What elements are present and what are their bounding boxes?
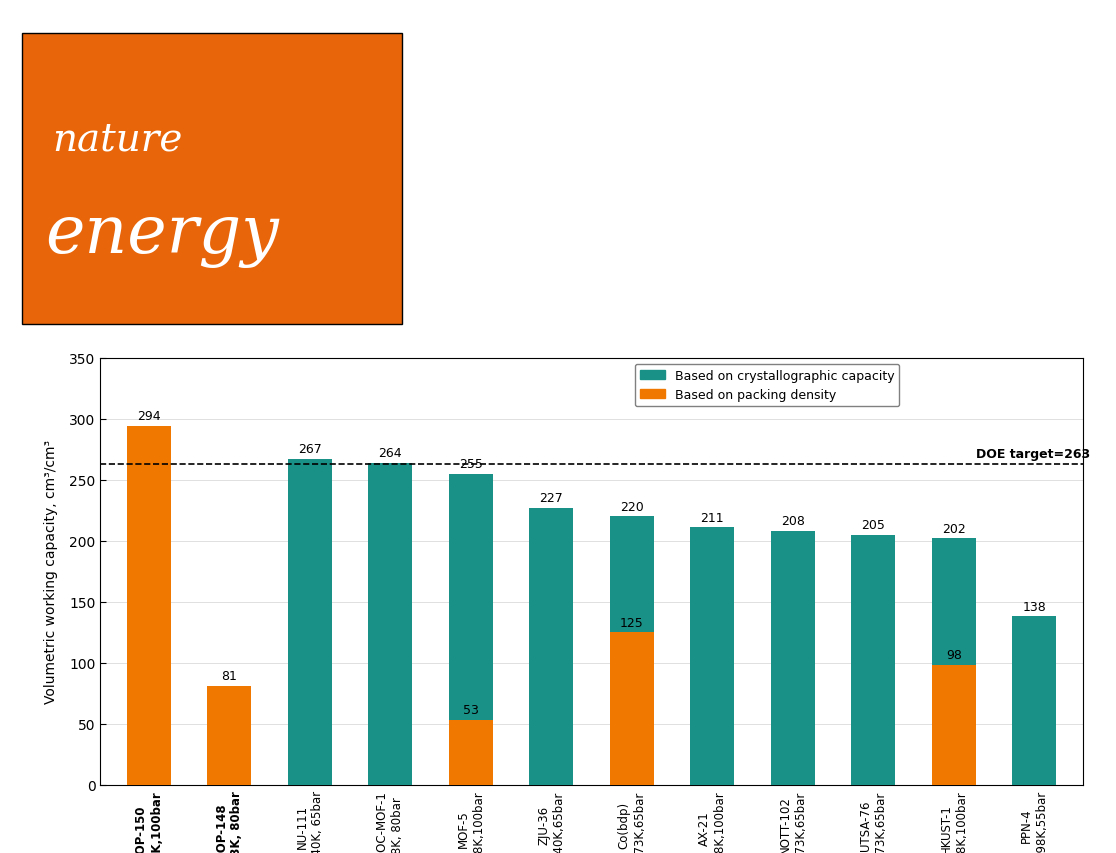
Bar [1012, 617, 1057, 785]
Text: 264: 264 [378, 446, 402, 460]
Text: nature: nature [52, 121, 183, 158]
Bar [932, 665, 975, 785]
Text: energy: energy [45, 202, 279, 268]
Bar [609, 517, 654, 785]
Text: 205: 205 [862, 519, 885, 531]
Text: 125: 125 [619, 616, 644, 629]
Text: 208: 208 [781, 514, 805, 528]
Bar [770, 531, 815, 785]
Text: 202: 202 [942, 522, 965, 535]
Bar [449, 720, 493, 785]
Text: 227: 227 [539, 491, 564, 504]
Bar [932, 538, 975, 785]
Bar [529, 508, 574, 785]
Text: 255: 255 [459, 457, 482, 470]
Text: 81: 81 [221, 670, 238, 682]
Text: 138: 138 [1022, 600, 1046, 613]
Bar [609, 632, 654, 785]
Text: 267: 267 [298, 443, 321, 456]
Text: 294: 294 [137, 409, 161, 423]
Bar [852, 535, 895, 785]
Text: 211: 211 [701, 511, 724, 524]
Text: 98: 98 [945, 648, 962, 662]
Y-axis label: Volumetric working capacity, cm³/cm³: Volumetric working capacity, cm³/cm³ [45, 439, 58, 704]
Text: 53: 53 [463, 704, 479, 717]
Legend: Based on crystallographic capacity, Based on packing density: Based on crystallographic capacity, Base… [635, 364, 899, 407]
Bar [449, 474, 493, 785]
Bar [208, 686, 251, 785]
FancyBboxPatch shape [22, 34, 402, 324]
Bar [690, 528, 734, 785]
Text: DOE target=263: DOE target=263 [976, 448, 1090, 461]
Bar [368, 463, 413, 785]
Text: 220: 220 [619, 500, 644, 513]
Bar [288, 460, 331, 785]
Bar [126, 426, 171, 785]
